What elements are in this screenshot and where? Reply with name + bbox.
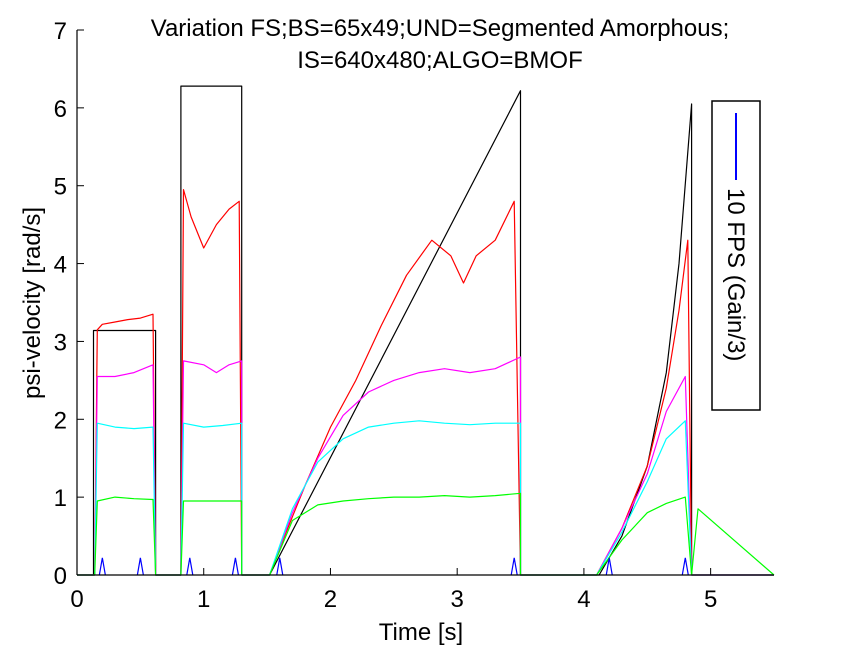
- spike-point: [231, 557, 240, 576]
- legend-label-10fps: 10 FPS (Gain/3): [722, 188, 749, 361]
- y-tick-label: 6: [54, 96, 67, 123]
- y-tick-label: 4: [54, 252, 67, 279]
- x-tick-label: 1: [197, 586, 210, 613]
- x-tick-label: 0: [70, 586, 83, 613]
- chart-subtitle: IS=640x480;ALGO=BMOF: [297, 47, 582, 74]
- series-line-4: [77, 492, 775, 576]
- spike-point: [605, 557, 613, 576]
- y-tick-label: 1: [54, 485, 67, 512]
- series-layer: [77, 85, 775, 576]
- series-line-2: [77, 356, 774, 576]
- y-tick-label: 7: [54, 18, 67, 45]
- spike-point: [98, 557, 106, 576]
- plot-background: [77, 30, 774, 575]
- x-tick-label: 2: [324, 586, 337, 613]
- x-tick-label: 3: [451, 586, 464, 613]
- axes: [76, 30, 774, 576]
- plot-area: [77, 30, 774, 575]
- y-tick-label: 3: [54, 329, 67, 356]
- y-tick-label: 0: [54, 563, 67, 590]
- spike-point: [276, 557, 284, 576]
- tick-labels: 0 1 2 3 4 5 0 1 2 3 4 5 6 7: [54, 18, 718, 613]
- x-tick-label: 5: [704, 586, 717, 613]
- spike-point: [186, 557, 194, 576]
- spike-point: [136, 557, 144, 576]
- series-line-3: [77, 420, 774, 576]
- x-tick-label: 4: [577, 586, 590, 613]
- chart-title: Variation FS;BS=65x49;UND=Segmented Amor…: [151, 15, 730, 42]
- legend: 10 FPS (Gain/3): [711, 100, 761, 411]
- y-axis-label: psi-velocity [rad/s]: [19, 207, 46, 399]
- x-axis-label: Time [s]: [379, 619, 463, 646]
- y-tick-label: 5: [54, 174, 67, 201]
- y-tick-label: 2: [54, 407, 67, 434]
- spike-point: [510, 557, 518, 576]
- series-line-0: [77, 85, 774, 576]
- series-blue-spikes: [98, 557, 689, 576]
- spike-point: [681, 557, 689, 576]
